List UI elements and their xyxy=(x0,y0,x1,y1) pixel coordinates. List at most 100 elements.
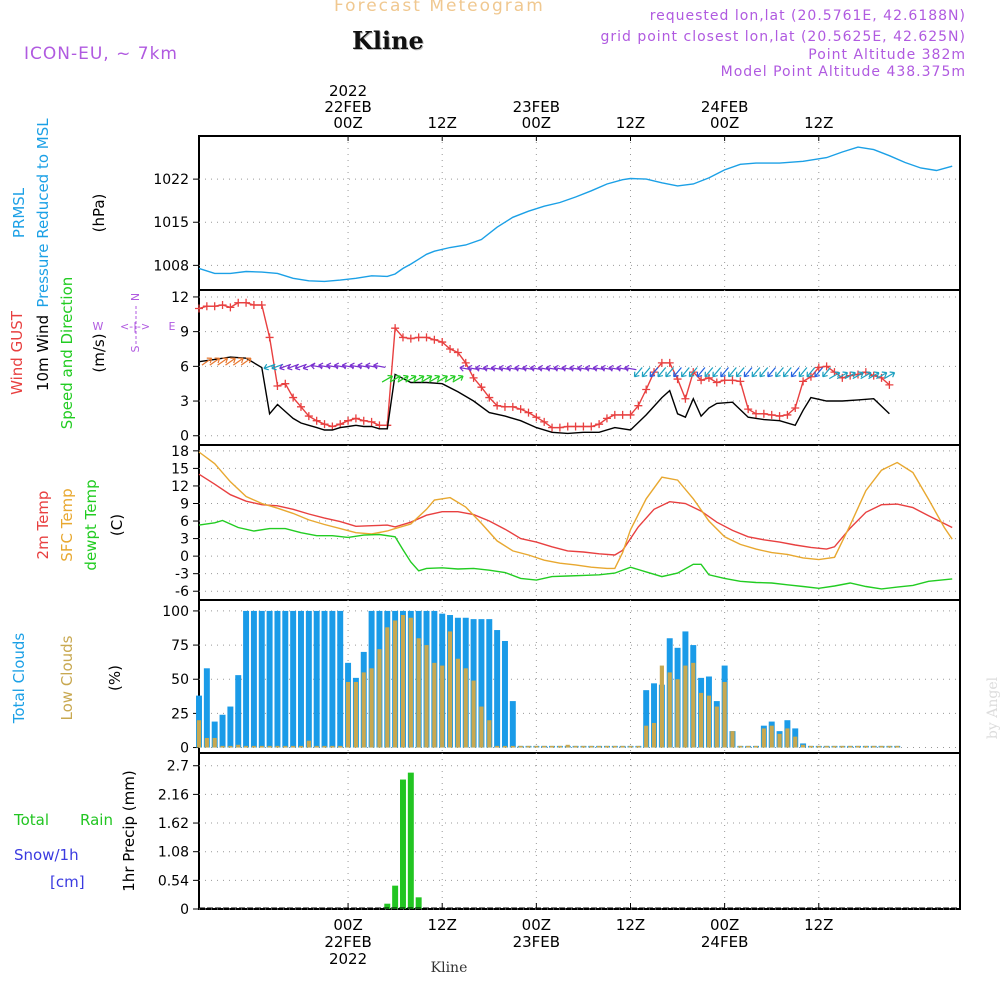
wind-direction-arrow xyxy=(649,367,659,378)
total-clouds-bar xyxy=(494,630,501,748)
wind-arrow-shape xyxy=(641,367,651,378)
low-clouds-bar xyxy=(769,725,774,748)
wind-arrow-shape xyxy=(775,367,784,378)
wind-arrow-shape xyxy=(240,357,252,366)
low-clouds-bar xyxy=(816,745,821,748)
gust-marker xyxy=(736,377,745,386)
total-clouds-bar xyxy=(305,610,312,748)
wind-arrow-shape xyxy=(217,357,229,366)
clouds-tick-label: 75 xyxy=(171,638,189,654)
gust-marker xyxy=(320,420,329,429)
low-clouds-bar xyxy=(730,731,735,748)
low-clouds-bar xyxy=(251,745,257,748)
gust-marker xyxy=(885,380,894,389)
wind-tick-label: 6 xyxy=(180,359,189,375)
gust-marker xyxy=(720,376,729,385)
temp-tick-label: 3 xyxy=(180,532,189,548)
total-clouds-bar xyxy=(486,619,493,748)
wind-arrow-shape xyxy=(665,367,675,378)
gust-marker xyxy=(657,358,666,367)
gust-marker xyxy=(610,410,619,419)
wind-arrow-shape xyxy=(405,374,417,383)
gust-marker xyxy=(516,405,525,414)
wind-arrow-shape xyxy=(883,371,896,380)
wind-arrow-shape xyxy=(649,367,659,378)
gust-marker xyxy=(289,393,298,402)
wind-direction-arrow xyxy=(868,371,880,380)
wind-direction-arrow xyxy=(852,371,864,380)
precip-legend-label: Rain xyxy=(80,811,113,829)
wind-arrow-shape xyxy=(860,371,872,380)
gust-marker xyxy=(438,338,447,347)
low-clouds-bar xyxy=(746,745,751,748)
gust-marker xyxy=(485,393,494,402)
gust-marker xyxy=(446,344,455,353)
gust-marker xyxy=(548,423,557,432)
wind-direction-arrow xyxy=(421,374,433,383)
low-clouds-bar xyxy=(361,672,366,748)
total-clouds-bar xyxy=(313,610,320,748)
wind-arrow-shape xyxy=(806,367,816,378)
low-clouds-bar xyxy=(345,681,351,748)
low-clouds-bar xyxy=(793,736,798,748)
wind-arrow-shape xyxy=(389,374,401,383)
low-clouds-bar xyxy=(777,733,782,748)
bottom-time-label: 12Z xyxy=(616,916,645,934)
wind-arrow-shape xyxy=(413,374,425,383)
low-clouds-bar xyxy=(565,744,570,748)
gust-marker xyxy=(257,301,266,310)
low-clouds-bar xyxy=(667,672,672,748)
bottom-time-label: 12Z xyxy=(804,916,833,934)
low-clouds-bar xyxy=(761,728,766,748)
wind-direction-arrow xyxy=(405,374,417,383)
gust-marker xyxy=(453,348,462,357)
total-clouds-bar xyxy=(651,683,658,748)
gust-marker xyxy=(532,413,541,422)
gust-marker xyxy=(642,385,651,394)
precip-tick-label: 2.7 xyxy=(167,759,189,775)
low-clouds-bar xyxy=(228,745,233,748)
gust-marker xyxy=(375,421,384,430)
temp-axis-label: (C) xyxy=(108,514,126,536)
wind-arrow-shape xyxy=(381,374,394,383)
temp-tick-label: 9 xyxy=(180,496,189,512)
pressure-axis-label: PRMSL xyxy=(10,187,28,238)
wind-direction-arrow xyxy=(688,367,698,378)
wind-direction-arrow xyxy=(665,367,675,378)
top-time-label: 00Z xyxy=(333,114,362,132)
gust-marker xyxy=(634,401,643,410)
total-clouds-bar xyxy=(219,714,226,748)
precip-legend-label: [cm] xyxy=(50,873,85,891)
low-clouds-bar xyxy=(416,638,421,748)
low-clouds-bar xyxy=(212,737,217,748)
low-clouds-bar xyxy=(612,745,617,748)
low-clouds-bar xyxy=(510,745,515,748)
precip-legend-label: Snow/1h xyxy=(14,846,79,864)
series-prmsl xyxy=(198,146,953,283)
precip-tick-label: 1.08 xyxy=(158,845,189,861)
wind-direction-arrow xyxy=(444,374,456,383)
top-time-label: 12Z xyxy=(804,114,833,132)
top-time-label: 2022 xyxy=(329,82,367,100)
gust-marker xyxy=(571,422,580,431)
low-clouds-bar xyxy=(393,620,398,748)
wind-arrow-shape xyxy=(852,371,864,380)
low-clouds-bar xyxy=(597,745,602,748)
total-clouds-bar xyxy=(211,721,218,748)
wind-arrow-shape xyxy=(428,374,441,383)
gust-marker xyxy=(697,376,706,385)
wind-arrow-shape xyxy=(209,357,221,366)
low-clouds-bar xyxy=(267,745,272,748)
low-clouds-bar xyxy=(400,615,406,748)
series-sfc-temp xyxy=(198,451,953,570)
top-time-label: 22FEB xyxy=(324,98,371,116)
pressure-axis-label: Pressure Reduced to MSL xyxy=(34,118,52,308)
compass-west: W xyxy=(93,320,104,333)
wind-direction-arrow xyxy=(633,367,643,378)
low-clouds-bar xyxy=(714,706,719,748)
wind-arrow-shape xyxy=(397,374,409,383)
wind-tick-label: 9 xyxy=(180,325,189,341)
gust-marker xyxy=(799,377,808,386)
gust-marker xyxy=(265,333,274,342)
low-clouds-bar xyxy=(353,681,358,748)
